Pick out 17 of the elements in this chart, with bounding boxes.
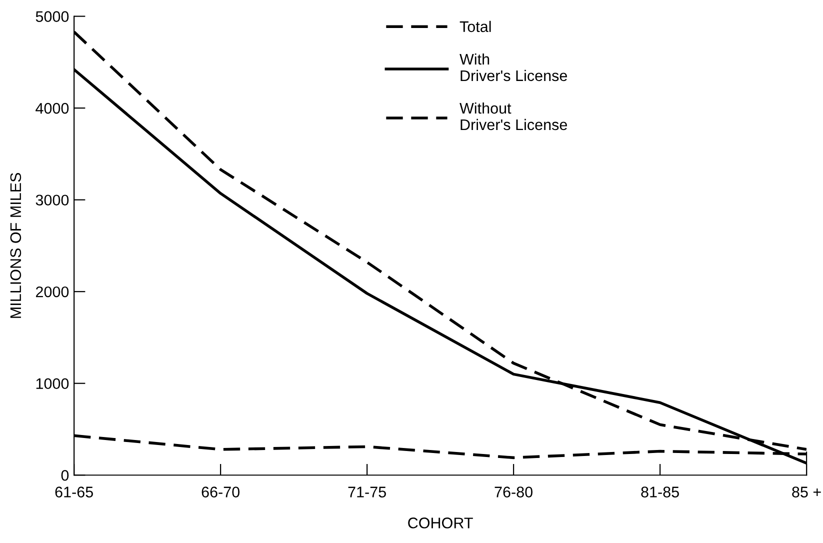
legend-label: Without Driver's License — [460, 102, 568, 130]
x-tick-label: 76-80 — [494, 486, 532, 498]
x-tick-label: 81-85 — [641, 486, 679, 498]
legend-label: Total — [460, 20, 491, 32]
legend-label: With Driver's License — [460, 53, 568, 82]
y-axis-title: MILLIONS OF MILES — [10, 172, 22, 318]
x-tick-label: 85 + — [792, 486, 821, 498]
y-tick-label: 0 — [61, 470, 69, 481]
x-axis-title: COHORT — [408, 518, 473, 528]
y-tick-label: 5000 — [36, 11, 69, 22]
x-tick-label: 71-75 — [348, 486, 386, 498]
y-tick-label: 1000 — [36, 378, 69, 390]
y-tick-label: 4000 — [36, 102, 69, 114]
y-tick-label: 3000 — [36, 194, 69, 206]
x-tick-label: 66-70 — [202, 486, 240, 498]
x-tick-label: 61-65 — [55, 486, 93, 498]
y-tick-label: 2000 — [36, 286, 69, 298]
